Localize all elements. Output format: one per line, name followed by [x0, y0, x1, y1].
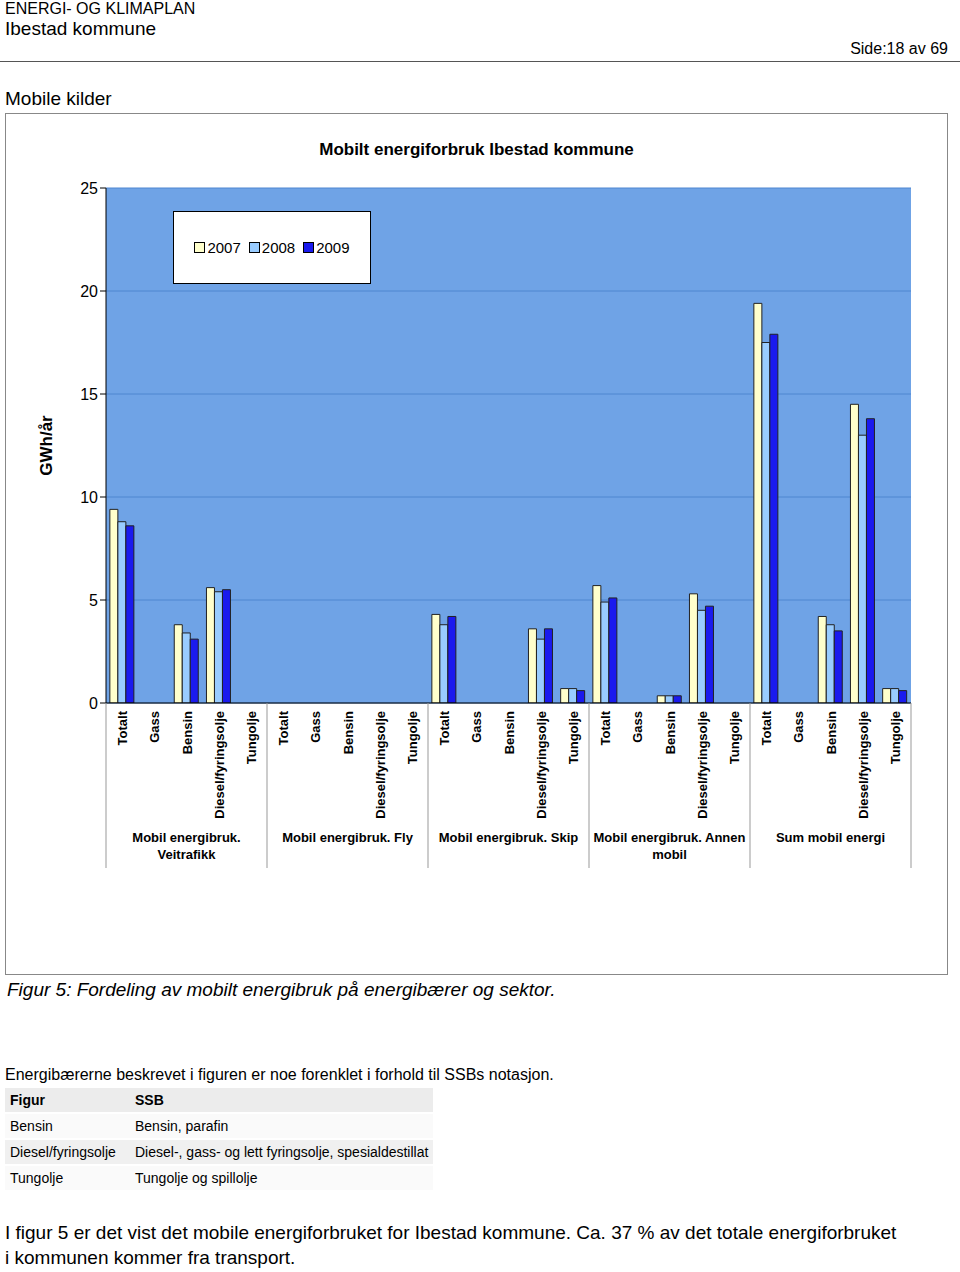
svg-text:Diesel/fyringsolje: Diesel/fyringsolje: [373, 711, 388, 819]
html-text:Mobil energibruk. Fly: Mobil energibruk. Fly: [282, 830, 413, 845]
svg-text:Tungolje: Tungolje: [244, 711, 259, 764]
svg-text:Bensin: Bensin: [180, 711, 195, 754]
html-text:Bensin, parafin: Bensin, parafin: [135, 1118, 229, 1134]
svg-text:Totalt: Totalt: [437, 710, 452, 745]
html-text:I figur 5 er det vist det mobi: I figur 5 er det vist det mobile energif…: [5, 1222, 897, 1268]
svg-text:10: 10: [80, 489, 98, 506]
svg-text:Gass: Gass: [630, 711, 645, 743]
html-text:Mobil energibruk. Annen mobil: Mobil energibruk. Annen mobil: [593, 830, 746, 862]
svg-text:Totalt: Totalt: [115, 710, 130, 745]
svg-text:Tungolje: Tungolje: [405, 711, 420, 764]
svg-text:Gass: Gass: [469, 711, 484, 743]
svg-text:Bensin: Bensin: [663, 711, 678, 754]
html-text:Mobil energibruk. Skip: Mobil energibruk. Skip: [438, 830, 579, 845]
html-text:Bensin: Bensin: [10, 1118, 53, 1134]
svg-text:Diesel/fyringsolje: Diesel/fyringsolje: [212, 711, 227, 819]
html-text:Mobil energibruk. Veitrafikk: Mobil energibruk. Veitrafikk: [132, 830, 241, 862]
svg-text:Diesel/fyringsolje: Diesel/fyringsolje: [695, 711, 710, 819]
svg-text:Gass: Gass: [791, 711, 806, 743]
html-text:Diesel/fyringsolje: Diesel/fyringsolje: [10, 1144, 116, 1160]
html-text:Tungolje og spillolje: Tungolje og spillolje: [135, 1170, 258, 1186]
svg-text:Tungolje: Tungolje: [727, 711, 742, 764]
html-text:Mobilt energiforbruk Ibestad k: Mobilt energiforbruk Ibestad kommune: [319, 140, 634, 159]
html-text:2007: 2007: [207, 239, 241, 256]
svg-text:Totalt: Totalt: [759, 710, 774, 745]
svg-text:Bensin: Bensin: [824, 711, 839, 754]
html-text:ENERGI- OG KLIMAPLAN: ENERGI- OG KLIMAPLAN: [5, 0, 196, 17]
html-text:Side:18 av 69: Side:18 av 69: [850, 40, 948, 57]
svg-text:0: 0: [89, 695, 98, 712]
svg-text:Bensin: Bensin: [341, 711, 356, 754]
html-text:Diesel-, gass- og lett fyrings: Diesel-, gass- og lett fyringsolje, spes…: [135, 1144, 429, 1160]
html-text:SSB: SSB: [135, 1092, 164, 1108]
svg-text:Diesel/fyringsolje: Diesel/fyringsolje: [534, 711, 549, 819]
svg-text:Totalt: Totalt: [276, 710, 291, 745]
html-text:2009: 2009: [316, 239, 350, 256]
html-text:Figur 5: Fordeling av mobilt e: Figur 5: Fordeling av mobilt energibruk …: [7, 979, 556, 1000]
html-text:2008: 2008: [261, 239, 296, 256]
svg-text:Tungolje: Tungolje: [888, 711, 903, 764]
svg-text:Totalt: Totalt: [598, 710, 613, 745]
html-text:Figur: Figur: [10, 1092, 45, 1108]
html-text:Energibærerne beskrevet i figu: Energibærerne beskrevet i figuren er noe…: [5, 1066, 554, 1083]
html-text:Sum mobil energi: Sum mobil energi: [776, 830, 885, 845]
svg-text:Gass: Gass: [308, 711, 323, 743]
html-text:Tungolje: Tungolje: [10, 1170, 64, 1186]
svg-text:Bensin: Bensin: [502, 711, 517, 754]
html-text:Mobile kilder: Mobile kilder: [5, 88, 112, 109]
svg-text:Gass: Gass: [147, 711, 162, 743]
svg-text:15: 15: [80, 386, 98, 403]
svg-text:5: 5: [89, 592, 98, 609]
svg-text:Diesel/fyringsolje: Diesel/fyringsolje: [856, 711, 871, 819]
svg-text:25: 25: [80, 180, 98, 197]
html-text:Ibestad kommune: Ibestad kommune: [5, 18, 156, 39]
svg-text:GWh/år: GWh/år: [37, 415, 56, 476]
svg-text:20: 20: [80, 283, 98, 300]
svg-text:Tungolje: Tungolje: [566, 711, 581, 764]
